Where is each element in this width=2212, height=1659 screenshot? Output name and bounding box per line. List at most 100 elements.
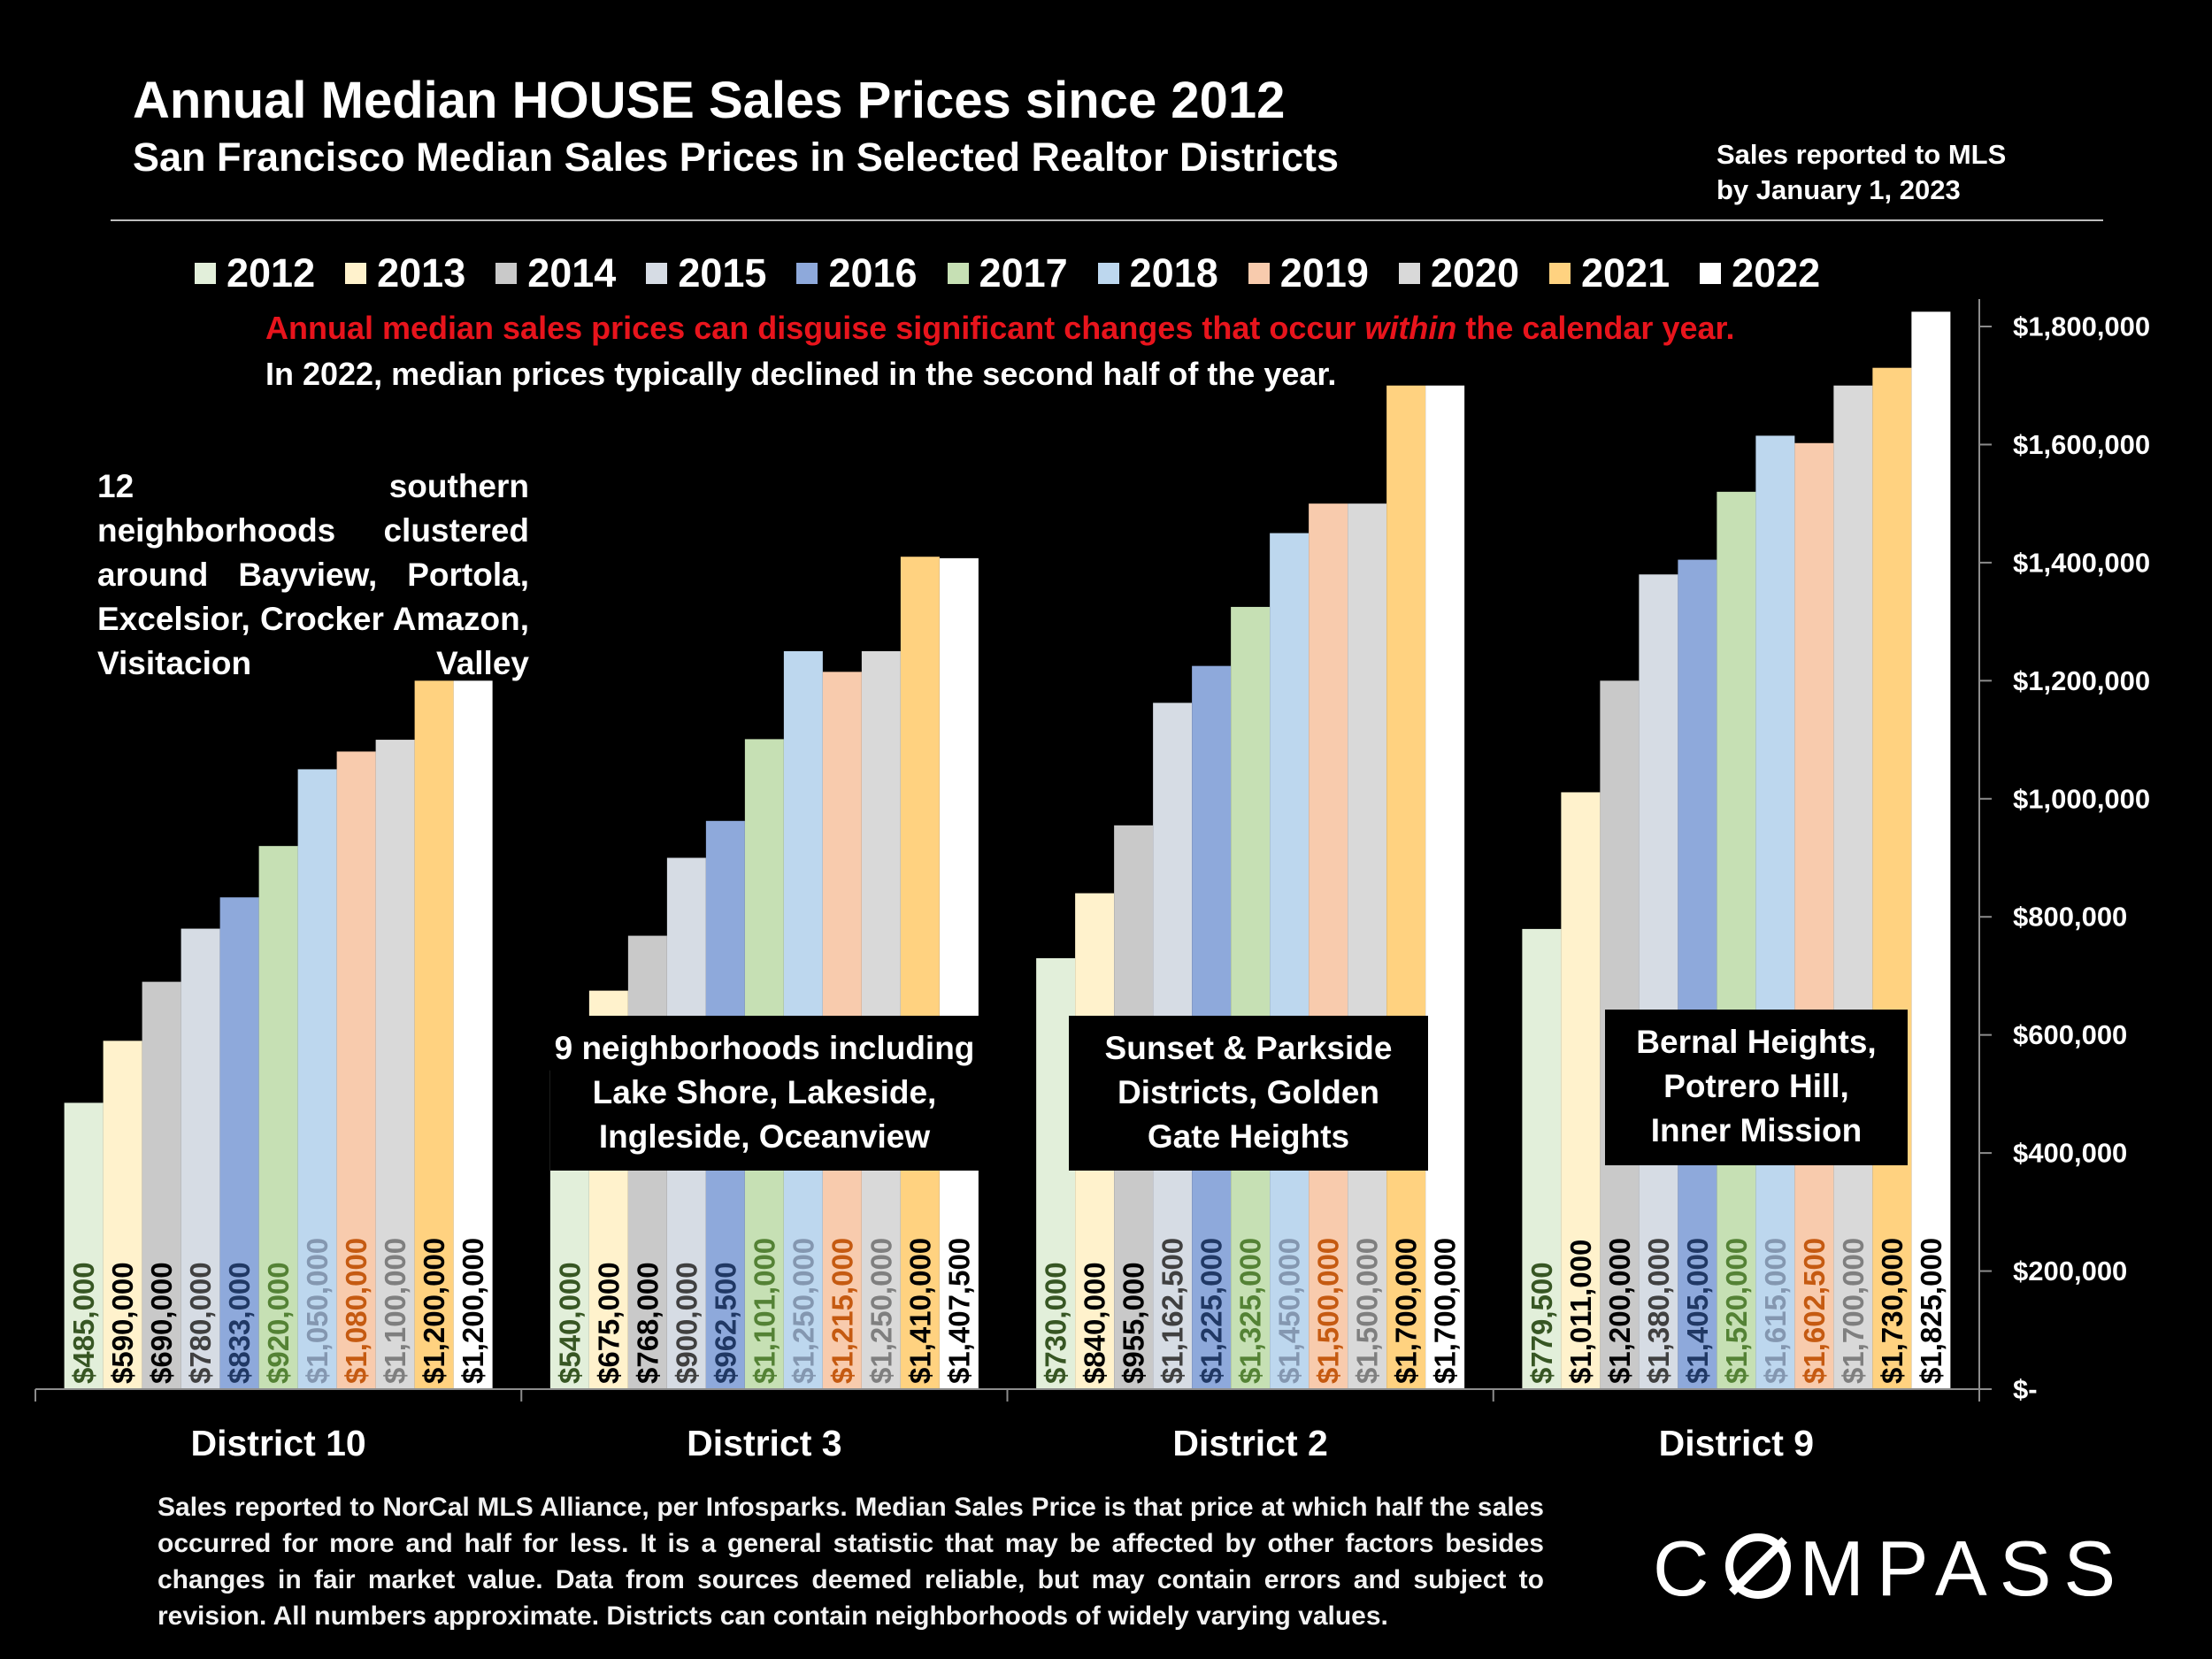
bar-district-2-2018: [1270, 533, 1310, 1389]
legend-label: 2018: [1129, 250, 1218, 296]
district2-annotation-line2: Districts, Golden: [1117, 1074, 1380, 1110]
data-label-district-9-2017: $1,520,000: [1720, 1238, 1753, 1384]
legend-swatch: [495, 263, 518, 284]
red-note-prefix: Annual median sales prices can disguise …: [265, 310, 1365, 346]
legend-item-2014: 2014: [495, 250, 616, 296]
data-label-district-3-2013: $675,000: [592, 1262, 625, 1384]
legend-swatch: [796, 263, 818, 284]
data-label-district-10-2021: $1,200,000: [418, 1238, 450, 1384]
legend-label: 2013: [377, 250, 466, 296]
footer-disclaimer: Sales reported to NorCal MLS Alliance, p…: [157, 1493, 1544, 1631]
x-tick-label-district-3: District 3: [687, 1423, 841, 1463]
district9-annotation-line2: Potrero Hill,: [1663, 1068, 1849, 1104]
district10-annotation: 12 southern neighborhoods clustered arou…: [97, 468, 529, 681]
bar-district-10-2020: [375, 740, 415, 1389]
bar-district-10-2014: [142, 981, 181, 1389]
legend-label: 2020: [1430, 250, 1519, 296]
legend-label: 2012: [227, 250, 316, 296]
bar-district-3-2022: [939, 557, 979, 1389]
white-note: In 2022, median prices typically decline…: [265, 356, 1337, 392]
data-label-district-9-2012: $779,500: [1525, 1262, 1558, 1384]
data-label-district-3-2014: $768,000: [631, 1262, 664, 1384]
data-label-district-3-2017: $1,101,000: [748, 1238, 780, 1384]
bar-district-2-2020: [1348, 503, 1387, 1389]
y-tick-label: $1,800,000: [2013, 311, 2150, 342]
data-label-district-10-2012: $485,000: [67, 1262, 100, 1384]
legend-item-2016: 2016: [796, 250, 918, 296]
data-label-district-10-2015: $780,000: [184, 1262, 217, 1384]
legend-label: 2016: [828, 250, 918, 296]
data-label-district-10-2016: $833,000: [223, 1262, 256, 1384]
legend-label: 2019: [1279, 250, 1369, 296]
district3-annotation-line1: 9 neighborhoods including: [554, 1030, 975, 1066]
district9-annotation-line1: Bernal Heights,: [1636, 1024, 1877, 1060]
source-date-note-line1: Sales reported to MLS: [1717, 139, 2007, 170]
data-label-district-9-2021: $1,730,000: [1876, 1238, 1909, 1384]
data-label-district-3-2022: $1,407,500: [942, 1238, 975, 1384]
legend-item-2013: 2013: [345, 250, 465, 296]
logo-prefix: C: [1653, 1525, 1722, 1612]
legend-item-2021: 2021: [1548, 250, 1670, 296]
data-label-district-2-2016: $1,225,000: [1195, 1238, 1228, 1384]
data-label-district-9-2022: $1,825,000: [1915, 1238, 1947, 1384]
legend-item-2015: 2015: [646, 250, 766, 296]
district2-annotation-line1: Sunset & Parkside: [1104, 1030, 1393, 1066]
district9-annotation-line3: Inner Mission: [1650, 1112, 1863, 1148]
data-label-district-2-2020: $1,500,000: [1351, 1238, 1384, 1384]
data-label-district-10-2019: $1,080,000: [340, 1238, 373, 1384]
data-label-district-9-2015: $1,380,000: [1642, 1238, 1675, 1384]
y-tick-label: $1,600,000: [2013, 429, 2150, 460]
bar-district-10-2015: [180, 928, 220, 1389]
bar-district-10-2019: [336, 751, 376, 1389]
data-label-district-9-2013: $1,011,000: [1564, 1240, 1597, 1384]
data-label-district-9-2014: $1,200,000: [1603, 1238, 1636, 1384]
legend-swatch: [1700, 263, 1722, 284]
data-label-district-9-2019: $1,602,500: [1798, 1238, 1831, 1384]
y-tick-label: $600,000: [2013, 1019, 2127, 1050]
bar-district-3-2021: [900, 557, 940, 1389]
x-tick-label-district-9: District 9: [1659, 1423, 1814, 1463]
logo-suffix: MPASS: [1799, 1525, 2129, 1612]
data-label-district-3-2021: $1,410,000: [903, 1238, 936, 1384]
legend-swatch: [1398, 263, 1420, 284]
data-label-district-2-2013: $840,000: [1079, 1262, 1111, 1384]
district2-annotation-line3: Gate Heights: [1147, 1118, 1350, 1155]
data-label-district-3-2019: $1,215,000: [826, 1238, 858, 1384]
red-note-italic: within: [1364, 310, 1457, 346]
data-label-district-2-2021: $1,700,000: [1390, 1238, 1423, 1384]
compass-logo: C MPASS: [1653, 1524, 2128, 1614]
data-label-district-2-2019: $1,500,000: [1312, 1238, 1345, 1384]
bar-district-9-2019: [1794, 442, 1834, 1390]
data-label-district-3-2016: $962,500: [709, 1262, 741, 1384]
legend-swatch: [646, 263, 668, 284]
data-label-district-9-2016: $1,405,000: [1681, 1238, 1714, 1384]
legend-swatch: [947, 263, 969, 284]
header-divider: [111, 219, 2103, 221]
bar-district-2-2012: [1036, 957, 1076, 1389]
data-label-district-2-2018: $1,450,000: [1273, 1238, 1306, 1384]
bar-district-2-2017: [1231, 606, 1271, 1389]
data-label-district-2-2012: $730,000: [1040, 1262, 1072, 1384]
data-label-district-10-2020: $1,100,000: [379, 1238, 411, 1384]
bar-district-10-2012: [64, 1102, 104, 1389]
bar-district-2-2021: [1386, 385, 1426, 1390]
bar-district-9-2022: [1911, 311, 1951, 1389]
bar-district-9-2020: [1833, 385, 1873, 1390]
data-label-district-2-2017: $1,325,000: [1234, 1238, 1267, 1384]
data-label-district-10-2022: $1,200,000: [457, 1238, 489, 1384]
legend-item-2018: 2018: [1097, 250, 1218, 296]
legend-item-2019: 2019: [1248, 250, 1369, 296]
y-tick-label: $800,000: [2013, 902, 2127, 933]
red-note: Annual median sales prices can disguise …: [265, 310, 1735, 347]
bar-district-9-2018: [1755, 435, 1795, 1390]
data-label-district-9-2018: $1,615,000: [1759, 1238, 1792, 1384]
district9-annotation: Bernal Heights, Potrero Hill, Inner Miss…: [1605, 1010, 1908, 1165]
data-label-district-10-2018: $1,050,000: [301, 1238, 334, 1384]
bar-district-9-2012: [1522, 928, 1562, 1389]
y-tick-label: $-: [2013, 1374, 2038, 1405]
legend: 2012 2013 2014 2015 2016 2017 2018 2019 2020 2021…: [195, 250, 1850, 296]
legend-item-2022: 2022: [1700, 250, 1820, 296]
legend-swatch: [1548, 263, 1571, 284]
bar-district-10-2017: [258, 846, 298, 1389]
